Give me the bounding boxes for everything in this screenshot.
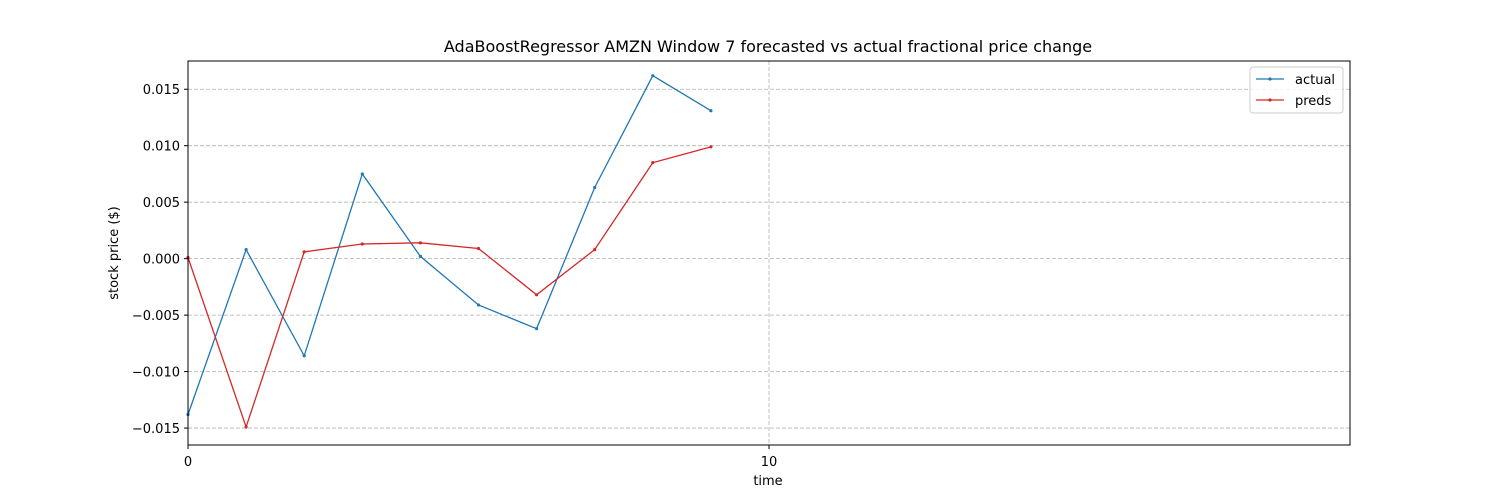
data-point	[244, 425, 248, 429]
data-point	[302, 250, 306, 254]
data-point	[476, 246, 481, 251]
y-tick-label: −0.015	[132, 422, 180, 437]
y-tick-label: −0.010	[132, 366, 180, 381]
data-point	[418, 254, 422, 258]
y-tick-label: 0.000	[143, 253, 180, 268]
x-axis-label: time	[753, 474, 782, 489]
series-line-actual	[187, 74, 712, 415]
x-tick-label: 10	[761, 455, 778, 470]
series-actual	[186, 74, 713, 417]
data-point	[360, 242, 364, 246]
data-point	[709, 109, 713, 113]
series-preds	[186, 145, 713, 429]
y-axis-label: stock price ($)	[107, 206, 122, 300]
data-point	[302, 354, 306, 358]
x-tick-label: 0	[184, 455, 192, 470]
series-line-preds	[187, 146, 712, 429]
data-point	[593, 248, 597, 252]
data-point	[476, 303, 481, 307]
data-point	[651, 74, 655, 78]
y-tick-label: −0.005	[132, 309, 180, 324]
legend: actual preds	[1249, 66, 1344, 114]
legend-entry-preds: preds	[1256, 94, 1332, 109]
y-tick-label: 0.015	[143, 83, 180, 98]
ticks: −0.015 −0.010 −0.005 0.000 0.005 0.010 0.015 0 1…	[132, 83, 777, 470]
legend-label: preds	[1295, 94, 1332, 109]
legend-marker	[1268, 77, 1272, 81]
legend-label: actual	[1295, 73, 1335, 88]
y-tick-label: 0.005	[143, 196, 180, 211]
series-layer	[186, 74, 713, 429]
data-point	[244, 248, 248, 252]
data-point	[418, 241, 422, 245]
data-point	[593, 185, 597, 190]
y-tick-label: 0.010	[143, 140, 180, 155]
data-point	[709, 145, 713, 149]
data-point	[535, 327, 539, 331]
legend-entry-actual: actual	[1256, 73, 1335, 88]
data-point	[535, 293, 539, 297]
chart-title: AdaBoostRegressor AMZN Window 7 forecast…	[444, 37, 1092, 56]
data-point	[360, 172, 364, 176]
data-point	[651, 161, 655, 165]
legend-marker	[1268, 98, 1272, 102]
